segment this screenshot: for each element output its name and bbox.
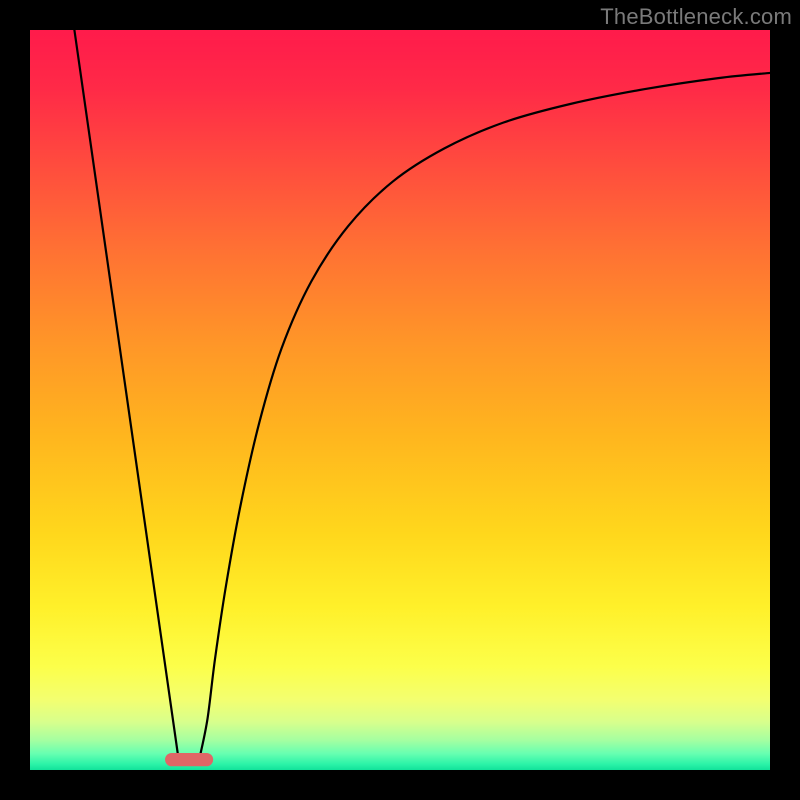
chart-container: TheBottleneck.com (0, 0, 800, 800)
bottleneck-chart (0, 0, 800, 800)
watermark-text: TheBottleneck.com (600, 4, 792, 30)
